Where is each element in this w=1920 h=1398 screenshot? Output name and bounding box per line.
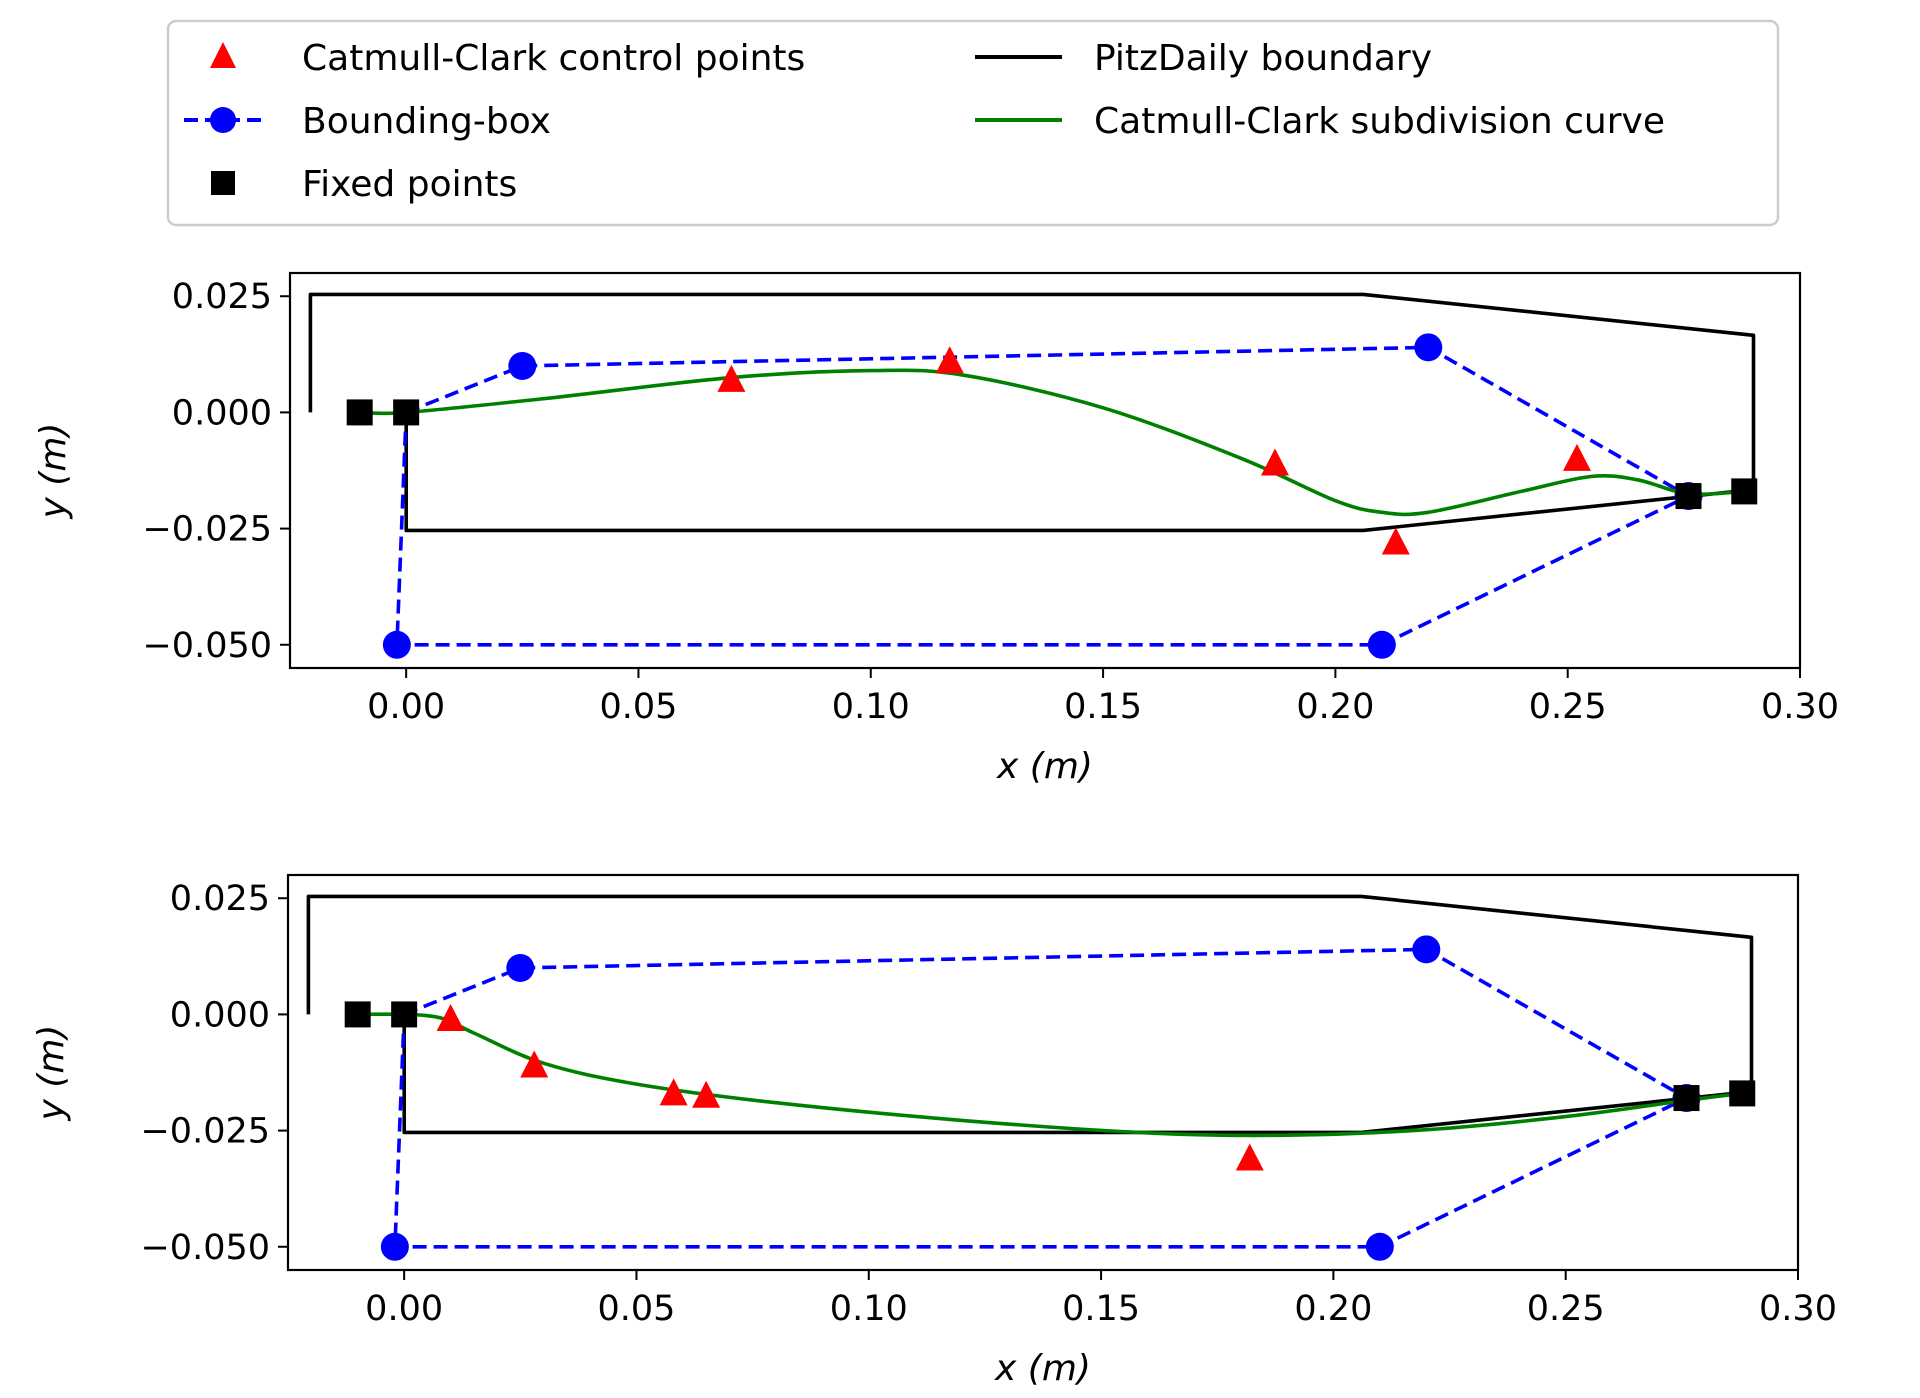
x-axis-label: x (m)	[996, 746, 1093, 787]
legend-label-boundary: PitzDaily boundary	[1094, 38, 1432, 79]
y-tick-label: −0.050	[142, 626, 272, 666]
legend-entry-bounding-box: Bounding-box	[184, 101, 551, 142]
bounding-box-point	[508, 351, 537, 380]
fixed-point	[1729, 1080, 1756, 1107]
control-point	[1381, 527, 1410, 555]
legend-label-subdivision-curve: Catmull-Clark subdivision curve	[1094, 101, 1665, 142]
bounding-box-point	[380, 1232, 409, 1261]
legend-triangle-marker	[210, 42, 236, 68]
legend-entry-boundary: PitzDaily boundary	[975, 38, 1432, 79]
control-point	[436, 1004, 465, 1032]
x-tick-label: 0.30	[1759, 1289, 1837, 1329]
y-tick-label: 0.000	[172, 393, 272, 433]
legend-frame	[166, 19, 1780, 227]
legend-entry-subdivision-curve: Catmull-Clark subdivision curve	[975, 101, 1665, 142]
y-tick-label: −0.025	[142, 510, 272, 550]
chart-top: 0.00 0.05 0.10 0.15 0.20 0.25 0.30 0.025 0.000 −0…	[33, 271, 1839, 787]
control-point	[1235, 1143, 1264, 1171]
y-axis-label: y (m)	[33, 423, 74, 520]
legend-label-bounding-box: Bounding-box	[302, 101, 551, 142]
y-axis-label: y (m)	[31, 1025, 72, 1122]
x-tick-label: 0.25	[1527, 1289, 1605, 1329]
pitzdaily-boundary-line	[308, 292, 1756, 533]
control-point	[935, 346, 964, 374]
fixed-point	[391, 1001, 418, 1028]
y-tick-label: 0.025	[172, 277, 272, 317]
legend-entry-control-points: Catmull-Clark control points	[210, 38, 805, 79]
bounding-box-point	[1367, 630, 1396, 659]
pitzdaily-boundary-line	[306, 894, 1754, 1135]
bounding-box-point	[382, 630, 411, 659]
bounding-box-point	[1412, 935, 1441, 964]
legend: Catmull-Clark control points Bounding-bo…	[166, 19, 1780, 227]
x-tick-label: 0.20	[1296, 687, 1374, 727]
y-tick-label: −0.025	[140, 1112, 270, 1152]
chart-bottom: 0.00 0.05 0.10 0.15 0.20 0.25 0.30 0.025 0.000 −0…	[31, 873, 1837, 1389]
x-tick-label: 0.00	[365, 1289, 443, 1329]
control-point	[692, 1080, 721, 1108]
x-tick-label: 0.10	[832, 687, 910, 727]
x-tick-label: 0.05	[597, 1289, 675, 1329]
y-tick-label: −0.050	[140, 1228, 270, 1268]
fixed-point	[1731, 478, 1758, 505]
x-tick-label: 0.15	[1064, 687, 1142, 727]
legend-entry-fixed-points: Fixed points	[211, 164, 517, 205]
legend-circle-marker	[210, 107, 236, 133]
fixed-point	[1675, 483, 1702, 510]
subdivision-curve	[357, 1012, 1743, 1138]
x-tick-label: 0.20	[1294, 1289, 1372, 1329]
plot-area	[306, 894, 1756, 1261]
fixed-point	[346, 399, 373, 426]
fixed-point	[1673, 1085, 1700, 1112]
x-tick-label: 0.30	[1761, 687, 1839, 727]
x-axis-label: x (m)	[994, 1348, 1091, 1389]
fixed-point	[344, 1001, 371, 1028]
bounding-box-point	[1414, 333, 1443, 362]
x-tick-label: 0.05	[599, 687, 677, 727]
control-point	[1562, 443, 1591, 471]
plot-area	[308, 292, 1758, 659]
x-tick-label: 0.15	[1062, 1289, 1140, 1329]
control-point	[1260, 448, 1289, 476]
x-tick-label: 0.00	[367, 687, 445, 727]
fixed-point	[393, 399, 420, 426]
bounding-box-point	[506, 953, 535, 982]
y-tick-label: 0.025	[170, 879, 270, 919]
control-point	[659, 1078, 688, 1106]
bounding-box-line	[393, 947, 1691, 1249]
x-tick-label: 0.10	[830, 1289, 908, 1329]
axes-frame	[288, 271, 1802, 670]
bounding-box-point	[1365, 1232, 1394, 1261]
axes-frame	[286, 873, 1800, 1272]
subdivision-curve	[359, 368, 1745, 517]
control-point	[717, 364, 746, 392]
control-point	[520, 1050, 549, 1078]
legend-label-control-points: Catmull-Clark control points	[302, 38, 805, 79]
legend-square-marker	[211, 171, 235, 195]
y-tick-label: 0.000	[170, 995, 270, 1035]
x-tick-label: 0.25	[1529, 687, 1607, 727]
legend-label-fixed-points: Fixed points	[302, 164, 517, 205]
